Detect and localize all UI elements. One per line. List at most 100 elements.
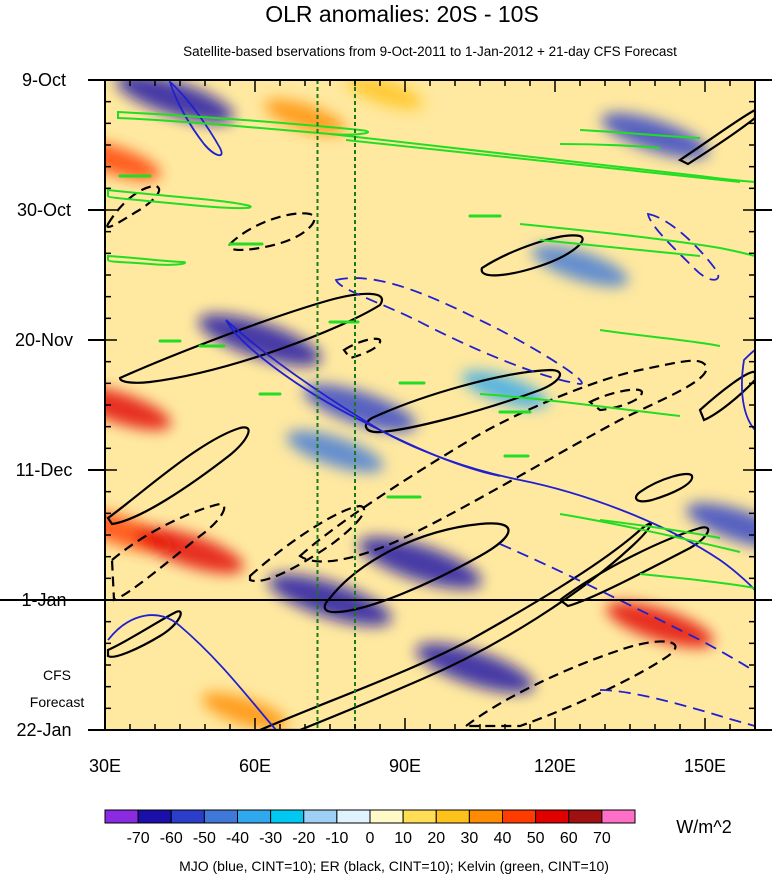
forecast-label-line2: Forecast bbox=[30, 694, 85, 710]
y-tick-label: 9-Oct bbox=[22, 70, 66, 90]
x-axis: 30E 60E 90E 120E 150E bbox=[89, 80, 756, 776]
colorbar-swatch bbox=[237, 809, 272, 824]
olr-anomaly-cell bbox=[531, 244, 629, 287]
olr-anomaly-cell bbox=[201, 692, 289, 730]
er-contours bbox=[106, 108, 755, 730]
er-contour-dashed bbox=[587, 388, 644, 412]
er-contour bbox=[364, 368, 562, 434]
colorbar-label: -70 bbox=[127, 830, 150, 847]
colorbar-swatch bbox=[535, 809, 570, 824]
er-contour-dashed bbox=[248, 504, 366, 583]
er-contour bbox=[106, 426, 250, 526]
kelvin-contour bbox=[559, 143, 661, 149]
mjo-contour-dashed bbox=[334, 277, 583, 385]
colorbar-label: 30 bbox=[460, 830, 478, 847]
colorbar-swatch bbox=[402, 809, 437, 824]
forecast-label-line1: CFS bbox=[43, 667, 71, 683]
mjo-contour bbox=[107, 614, 277, 730]
kelvin-contour bbox=[107, 188, 252, 210]
kelvin-contour bbox=[519, 223, 755, 257]
colorbar-label: 10 bbox=[394, 830, 412, 847]
kelvin-contour bbox=[599, 519, 721, 539]
chart-title: OLR anomalies: 20S - 10S bbox=[265, 1, 539, 27]
olr-anomaly-cell bbox=[303, 384, 417, 432]
colorbar-label: -10 bbox=[325, 830, 348, 847]
colorbar-label: -20 bbox=[292, 830, 315, 847]
colorbar-swatch bbox=[170, 809, 205, 824]
mjo-contour bbox=[225, 319, 501, 477]
er-contour bbox=[323, 522, 510, 614]
olr-anomaly-cell bbox=[347, 80, 423, 110]
colorbar-label: 40 bbox=[494, 830, 512, 847]
colorbar-label: -50 bbox=[193, 830, 216, 847]
olr-anomaly-cell bbox=[286, 430, 384, 473]
x-tick-label: 90E bbox=[389, 756, 421, 776]
colorbar-swatch bbox=[568, 809, 603, 824]
colorbar-swatch bbox=[468, 809, 503, 824]
er-contour bbox=[106, 610, 182, 658]
colorbar-swatch bbox=[435, 809, 470, 824]
mjo-contours bbox=[107, 80, 755, 730]
kelvin-contour bbox=[479, 393, 681, 417]
colorbar-label: 50 bbox=[527, 830, 545, 847]
kelvin-contour bbox=[559, 513, 741, 553]
olr-anomaly-cell bbox=[416, 643, 534, 693]
colorbar-units: W/m^2 bbox=[676, 817, 731, 837]
colorbar-label: 70 bbox=[593, 830, 611, 847]
colorbar-label: 0 bbox=[366, 830, 375, 847]
kelvin-contour bbox=[107, 254, 187, 266]
er-contour bbox=[259, 522, 652, 730]
x-tick-label: 60E bbox=[239, 756, 271, 776]
colorbar-label: -60 bbox=[160, 830, 183, 847]
plot-area bbox=[105, 80, 755, 730]
kelvin-contour bbox=[117, 110, 369, 136]
chart-subtitle: Satellite-based bservations from 9-Oct-2… bbox=[183, 44, 677, 59]
kelvin-segments bbox=[118, 174, 532, 499]
mjo-contour bbox=[741, 348, 755, 432]
er-contour-dashed bbox=[342, 337, 382, 360]
colorbar-swatch bbox=[601, 809, 636, 824]
y-tick-label: 22-Jan bbox=[16, 720, 71, 740]
er-contour bbox=[118, 292, 383, 384]
y-tick-label: 30-Oct bbox=[17, 200, 71, 220]
mjo-contour bbox=[225, 319, 755, 591]
colorbar-swatch bbox=[137, 809, 172, 824]
colorbar-label: 60 bbox=[560, 830, 578, 847]
kelvin-contour bbox=[539, 239, 701, 257]
er-contour-dashed bbox=[462, 640, 677, 728]
x-tick-label: 30E bbox=[89, 756, 121, 776]
er-contour-dashed bbox=[110, 502, 226, 602]
kelvin-contour bbox=[639, 573, 755, 589]
colorbar-swatch bbox=[303, 809, 338, 824]
kelvin-contours bbox=[107, 110, 755, 589]
y-axis: 9-Oct 30-Oct 20-Nov 11-Dec 1-Jan 22-Jan bbox=[15, 70, 772, 740]
mjo-contour-dashed bbox=[499, 543, 755, 673]
reference-longitude-lines bbox=[316, 80, 356, 730]
kelvin-contour bbox=[579, 129, 701, 139]
colorbar-label: 20 bbox=[427, 830, 445, 847]
colorbar: -70 -60 -50 -40 -30 -20 -10 0 10 20 30 40 50 60 70 bbox=[104, 809, 636, 847]
er-contour-dashed bbox=[228, 212, 316, 252]
olr-anomaly-cell bbox=[116, 80, 234, 124]
colorbar-swatch bbox=[104, 809, 139, 824]
er-contour bbox=[677, 108, 755, 166]
kelvin-contour bbox=[329, 133, 755, 183]
mjo-contour bbox=[168, 80, 223, 157]
kelvin-contour bbox=[345, 139, 741, 183]
colorbar-swatch bbox=[502, 809, 537, 824]
y-tick-label: 11-Dec bbox=[16, 460, 73, 480]
er-contour bbox=[480, 234, 584, 277]
kelvin-contour bbox=[599, 329, 721, 347]
mjo-contours-negative bbox=[334, 212, 755, 727]
y-tick-label: 20-Nov bbox=[15, 330, 73, 350]
er-contour bbox=[558, 526, 710, 608]
colorbar-swatch bbox=[203, 809, 238, 824]
colorbar-swatch bbox=[336, 809, 371, 824]
er-contour bbox=[634, 472, 694, 503]
olr-anomaly-cell bbox=[606, 601, 714, 648]
contour-legend-note: MJO (blue, CINT=10); ER (black, CINT=10)… bbox=[179, 858, 609, 874]
olr-anomaly-cell bbox=[105, 140, 161, 181]
olr-anomaly-cell bbox=[686, 502, 755, 549]
mjo-contour-dashed bbox=[599, 689, 755, 727]
